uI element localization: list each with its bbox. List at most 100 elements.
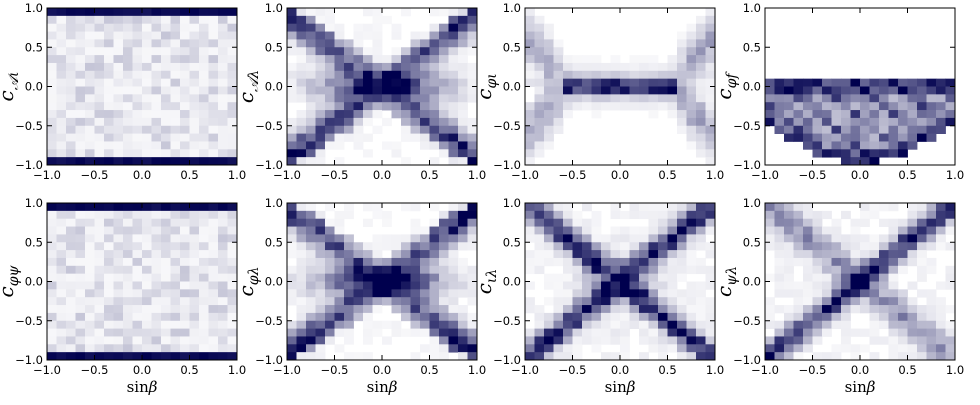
heatmap-cell (458, 55, 468, 64)
heatmap-cell (75, 55, 86, 64)
heatmap-cell (47, 336, 57, 345)
heatmap-cell (601, 78, 611, 87)
heatmap-cell (391, 70, 402, 80)
y-tick-label: −1.0 (733, 353, 761, 367)
heatmap-cell (170, 39, 181, 48)
heatmap-cell (429, 305, 440, 314)
heatmap-cell (218, 320, 228, 329)
heatmap-cell (420, 133, 430, 142)
heatmap-cell (227, 86, 238, 95)
heatmap-cell (860, 297, 870, 306)
heatmap-cell (170, 70, 181, 80)
heatmap-cell (142, 312, 152, 322)
heatmap-cell (572, 297, 583, 306)
heatmap-cell (860, 305, 870, 314)
heatmap-cell (315, 78, 326, 87)
heatmap-cell (534, 328, 545, 337)
heatmap-cell (803, 234, 813, 243)
heatmap-cell (218, 265, 228, 275)
heatmap-cell (94, 133, 105, 142)
heatmap-cell (658, 62, 668, 72)
y-tick-label: 1.0 (743, 196, 761, 210)
heatmap-cell (667, 110, 678, 119)
heatmap-cell (47, 281, 57, 290)
heatmap-cell (208, 31, 219, 40)
heatmap-cell (917, 86, 927, 95)
heatmap-cell (898, 226, 908, 235)
y-tick-label: 1.0 (503, 1, 521, 15)
heatmap-cell (705, 203, 716, 212)
heatmap-cell (784, 125, 794, 134)
heatmap-cell (334, 210, 345, 220)
heatmap-cell (315, 328, 326, 337)
heatmap-cell (363, 102, 373, 111)
heatmap-cell (705, 149, 716, 158)
heatmap-cell (132, 110, 143, 119)
heatmap-cell (648, 297, 659, 306)
y-tick-label: −1.0 (255, 158, 283, 172)
heatmap-cell (170, 273, 181, 282)
heatmap-cell (525, 62, 535, 72)
heatmap-cell (822, 281, 832, 290)
heatmap-cell (151, 31, 162, 40)
heatmap-cell (382, 86, 392, 95)
heatmap-cell (113, 157, 124, 166)
heatmap-cell (831, 297, 842, 306)
heatmap-cell (926, 336, 937, 345)
heatmap-cell (94, 250, 105, 259)
heatmap-cell (132, 15, 143, 25)
heatmap-cell (56, 210, 67, 220)
heatmap-cell (686, 102, 697, 111)
heatmap-cell (448, 336, 459, 345)
heatmap-cell (898, 305, 908, 314)
x-tick-label: −0.5 (321, 168, 349, 182)
heatmap-cell (353, 133, 364, 142)
heatmap-cell (601, 281, 611, 290)
heatmap-cell (879, 133, 889, 142)
heatmap-cell (75, 328, 86, 337)
heatmap-cell (296, 141, 307, 150)
heatmap-cell (648, 281, 659, 290)
heatmap-cell (218, 117, 228, 127)
heatmap-cell (353, 102, 364, 111)
heatmap-cell (648, 78, 659, 87)
heatmap-cell (525, 78, 535, 87)
y-tick-label: −0.5 (15, 119, 43, 133)
heatmap-cell (553, 70, 564, 80)
heatmap-cell (296, 234, 307, 243)
heatmap-cell (822, 133, 832, 142)
y-tick-label: −0.5 (15, 314, 43, 328)
heatmap-cell (218, 110, 228, 119)
heatmap-cell (677, 305, 687, 314)
heatmap-cell (132, 265, 143, 275)
heatmap-cell (696, 234, 706, 243)
heatmap-cell (208, 265, 219, 275)
heatmap-cell (180, 157, 190, 166)
heatmap-cell (544, 94, 554, 103)
heatmap-cell (686, 203, 697, 212)
heatmap-cell (75, 250, 86, 259)
y-tick-label: −0.5 (493, 314, 521, 328)
heatmap-cell (85, 15, 95, 25)
heatmap-cell (142, 86, 152, 95)
heatmap-cell (391, 23, 402, 32)
heatmap-cell (113, 141, 124, 150)
heatmap-cell (591, 242, 602, 251)
heatmap-cell (113, 336, 124, 345)
heatmap-cell (208, 210, 219, 220)
heatmap-cell (287, 273, 297, 282)
heatmap-cell (544, 210, 554, 220)
heatmap-cell (113, 70, 124, 80)
heatmap-cell (936, 78, 946, 87)
heatmap-cell (525, 8, 535, 17)
heatmap-cell (658, 242, 668, 251)
heatmap-cell (325, 94, 335, 103)
heatmap-cell (553, 320, 564, 329)
heatmap-cell (56, 234, 67, 243)
heatmap-cell (142, 352, 152, 361)
heatmap-cell (831, 117, 842, 127)
heatmap-cell (142, 141, 152, 150)
heatmap-cell (104, 226, 114, 235)
heatmap-cell (47, 55, 57, 64)
heatmap-cell (907, 86, 918, 95)
